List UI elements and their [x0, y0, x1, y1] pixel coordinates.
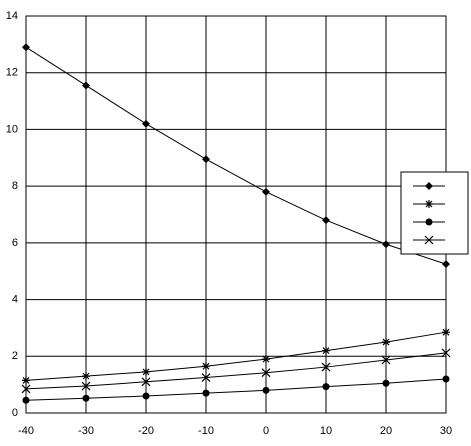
marker [381, 355, 391, 365]
y-tick-label: 10 [6, 123, 18, 135]
series-line [25, 352, 447, 390]
series-line [25, 378, 447, 401]
marker [261, 368, 271, 378]
series-line [25, 46, 447, 265]
marker [442, 260, 450, 269]
x-tick-label: 20 [380, 425, 392, 437]
x-tick-label: 30 [440, 425, 452, 437]
marker [262, 386, 270, 394]
marker [322, 346, 330, 355]
series-line [25, 331, 447, 381]
x-tick-label: -40 [18, 425, 34, 437]
marker [442, 328, 450, 337]
marker [82, 81, 90, 90]
y-tick-label: 12 [6, 67, 18, 79]
y-tick-label: 4 [12, 293, 18, 305]
marker [202, 362, 210, 371]
x-tick-label: -30 [78, 425, 94, 437]
marker [82, 394, 90, 402]
marker [142, 367, 150, 376]
legend [400, 171, 469, 255]
marker [262, 187, 270, 196]
marker [202, 389, 210, 397]
x-tick-label: 10 [320, 425, 332, 437]
marker [441, 348, 451, 358]
marker [22, 376, 30, 385]
marker [262, 355, 270, 364]
y-tick-label: 14 [6, 10, 18, 22]
marker [322, 383, 330, 391]
marker [141, 377, 151, 387]
legend-marker [425, 182, 433, 190]
marker [322, 216, 330, 225]
marker [21, 384, 31, 394]
marker [442, 375, 450, 383]
marker [201, 373, 211, 382]
marker [81, 381, 91, 391]
legend-marker [424, 235, 434, 245]
marker [382, 379, 390, 387]
marker [382, 240, 390, 249]
marker [22, 43, 30, 52]
marker [142, 119, 150, 128]
y-tick-label: 2 [12, 350, 18, 362]
marker [22, 396, 30, 404]
x-tick-label: -10 [198, 425, 214, 437]
y-tick-label: 8 [12, 180, 18, 192]
y-tick-label: 6 [12, 237, 18, 249]
plot-area [25, 15, 447, 414]
marker [382, 338, 390, 347]
marker [202, 155, 210, 164]
marker [82, 372, 90, 381]
legend-marker [425, 218, 433, 226]
x-tick-label: -20 [138, 425, 154, 437]
y-tick-label: 0 [12, 407, 18, 419]
marker [321, 362, 331, 372]
x-tick-label: 0 [263, 425, 269, 437]
marker [142, 392, 150, 400]
legend-marker [425, 200, 433, 208]
